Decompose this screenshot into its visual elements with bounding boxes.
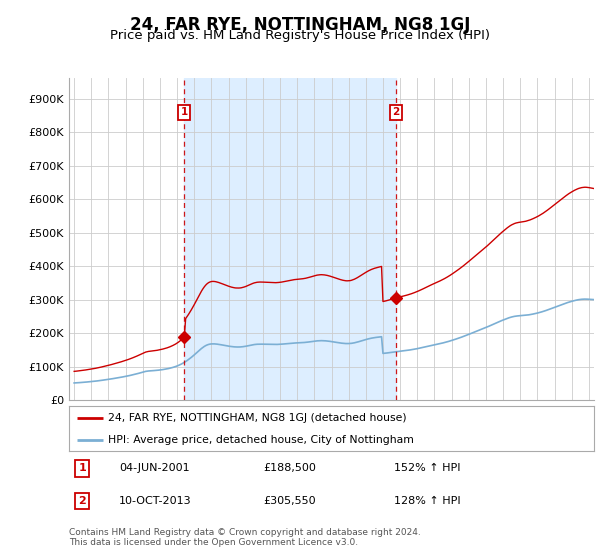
- Text: 1: 1: [181, 107, 188, 117]
- Text: 2: 2: [392, 107, 400, 117]
- Text: Price paid vs. HM Land Registry's House Price Index (HPI): Price paid vs. HM Land Registry's House …: [110, 29, 490, 42]
- Text: 24, FAR RYE, NOTTINGHAM, NG8 1GJ: 24, FAR RYE, NOTTINGHAM, NG8 1GJ: [130, 16, 470, 34]
- Text: 10-OCT-2013: 10-OCT-2013: [119, 496, 191, 506]
- Text: 24, FAR RYE, NOTTINGHAM, NG8 1GJ (detached house): 24, FAR RYE, NOTTINGHAM, NG8 1GJ (detach…: [109, 413, 407, 423]
- Text: 2: 2: [79, 496, 86, 506]
- Text: £188,500: £188,500: [263, 464, 316, 473]
- Text: 1: 1: [79, 464, 86, 473]
- Text: HPI: Average price, detached house, City of Nottingham: HPI: Average price, detached house, City…: [109, 435, 414, 445]
- Text: £305,550: £305,550: [263, 496, 316, 506]
- Text: 04-JUN-2001: 04-JUN-2001: [119, 464, 190, 473]
- Text: 152% ↑ HPI: 152% ↑ HPI: [395, 464, 461, 473]
- Bar: [184, 78, 396, 400]
- Text: Contains HM Land Registry data © Crown copyright and database right 2024.
This d: Contains HM Land Registry data © Crown c…: [69, 528, 421, 547]
- Text: 128% ↑ HPI: 128% ↑ HPI: [395, 496, 461, 506]
